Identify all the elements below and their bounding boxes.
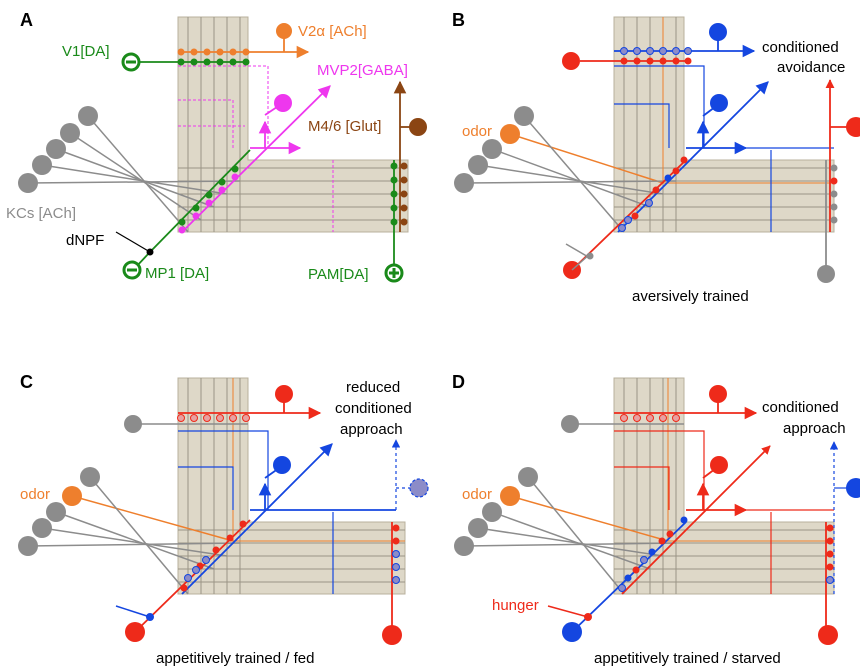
blue-stub-dot — [146, 613, 154, 621]
hunger-label: hunger — [492, 597, 539, 614]
blue-mvp2-arbors — [614, 65, 772, 232]
v2-soma — [276, 23, 292, 39]
pam-label: PAM[DA] — [308, 266, 369, 283]
red-top-soma — [709, 385, 727, 403]
blue-mid-soma — [273, 456, 291, 474]
pam-synapses — [390, 162, 398, 226]
panel-c-caption: appetitively trained / fed — [156, 650, 314, 667]
odor-label: odor — [462, 123, 492, 140]
blue-mid-soma — [710, 94, 728, 112]
dnpf-line — [115, 231, 151, 253]
panel-c-letter: C — [20, 372, 33, 392]
diagonal-synapses — [618, 516, 688, 592]
mvp2-label: MVP2[GABA] — [317, 62, 408, 79]
hunger-dot — [584, 613, 592, 621]
m46-synapses — [400, 162, 408, 226]
panel-d: D odor — [452, 372, 860, 667]
blue-stub — [115, 605, 151, 618]
v1-synapses — [177, 58, 250, 66]
mvp2-soma — [274, 94, 292, 112]
red-top-synapses — [620, 414, 680, 422]
output-line-2: avoidance — [777, 59, 845, 76]
red-right-soma — [818, 625, 838, 645]
blue-top-soma — [709, 23, 727, 41]
panel-c: C odor — [18, 372, 429, 667]
panel-d-letter: D — [452, 372, 465, 392]
mp1-synapses — [178, 165, 239, 226]
blue-diagonal — [617, 81, 769, 233]
mp1-label: MP1 [DA] — [145, 265, 209, 282]
kc-somas — [454, 415, 579, 556]
grey-stub2 — [565, 243, 591, 259]
grey-right-soma — [817, 265, 835, 283]
kcs-label: KCs [ACh] — [6, 205, 76, 222]
odor-kc-soma — [500, 124, 520, 144]
diagonal-synapses — [180, 520, 247, 592]
odor-label: odor — [20, 486, 50, 503]
panel-b-caption: aversively trained — [632, 288, 749, 305]
red-top-synapses — [177, 414, 250, 422]
odor-label: odor — [462, 486, 492, 503]
kc-axons — [27, 423, 248, 595]
v1-label: V1[DA] — [62, 43, 110, 60]
kc-somas — [18, 415, 142, 556]
kc-somas — [18, 106, 98, 193]
red-right-soma — [846, 117, 860, 137]
output-line-1: reduced — [346, 379, 400, 396]
right-synapses — [830, 164, 838, 224]
panel-b: B odor — [452, 10, 860, 305]
red-top-synapses — [620, 57, 692, 65]
output-line-2: conditioned — [335, 400, 412, 417]
panel-a: A KCs [ACh] — [6, 10, 427, 283]
kc-axons — [463, 423, 684, 595]
right-synapses — [826, 524, 834, 584]
mvp2-synapses — [178, 173, 239, 234]
hunger-line — [547, 605, 589, 618]
red-mid-soma — [710, 456, 728, 474]
output-line-2: approach — [783, 420, 846, 437]
odor-kc-soma — [500, 486, 520, 506]
kc-somas — [454, 106, 534, 193]
output-line-1: conditioned — [762, 39, 839, 56]
odor-kc-soma — [62, 486, 82, 506]
output-line-1: conditioned — [762, 399, 839, 416]
vertical-lobe-lines — [187, 378, 241, 594]
panel-a-letter: A — [20, 10, 33, 30]
kc-axons — [27, 115, 241, 233]
red-bottom-soma — [125, 622, 145, 642]
odor-kc-axon — [509, 133, 664, 184]
m46-label: M4/6 [Glut] — [308, 118, 381, 135]
red-top-soma — [562, 52, 580, 70]
output-line-3: approach — [340, 421, 403, 438]
right-synapses — [392, 524, 400, 584]
diagonal-synapses — [618, 156, 688, 232]
blue-diagonal — [181, 443, 333, 595]
blue-right-soma — [846, 478, 860, 498]
v2-synapses — [177, 48, 250, 56]
blue-right-dashed-soma — [409, 478, 429, 498]
blue-bottom-soma — [562, 622, 582, 642]
grey-stub-dot — [586, 252, 594, 260]
panel-d-caption: appetitively trained / starved — [594, 650, 781, 667]
v2-label: V2α [ACh] — [298, 23, 367, 40]
horizontal-lobe-lines — [178, 167, 408, 221]
panel-b-letter: B — [452, 10, 465, 30]
odor-kc-axon — [71, 495, 234, 542]
dnpf-label: dNPF — [66, 232, 104, 249]
m46-soma — [409, 118, 427, 136]
red-right-soma — [382, 625, 402, 645]
blue-top-synapses — [620, 47, 692, 55]
odor-kc-axon — [509, 495, 669, 542]
kc-axons — [463, 115, 677, 233]
mvp2-dashed-arbors — [178, 65, 334, 232]
red-diagonal-out — [621, 445, 771, 595]
red-top-soma — [275, 385, 293, 403]
